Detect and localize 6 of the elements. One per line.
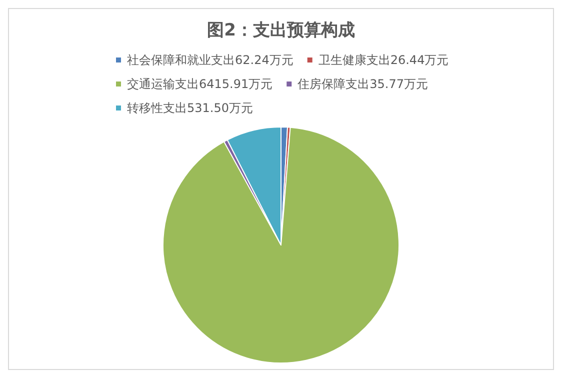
chart-title: 图2：支出预算构成 <box>207 20 355 40</box>
legend-label: 社会保障和就业支出62.24万元 <box>127 53 294 67</box>
legend-label: 交通运输支出6415.91万元 <box>127 77 273 91</box>
legend-label: 转移性支出531.50万元 <box>127 101 253 115</box>
legend-label: 卫生健康支出26.44万元 <box>318 53 449 67</box>
legend-label: 住房保障支出35.77万元 <box>296 77 428 91</box>
